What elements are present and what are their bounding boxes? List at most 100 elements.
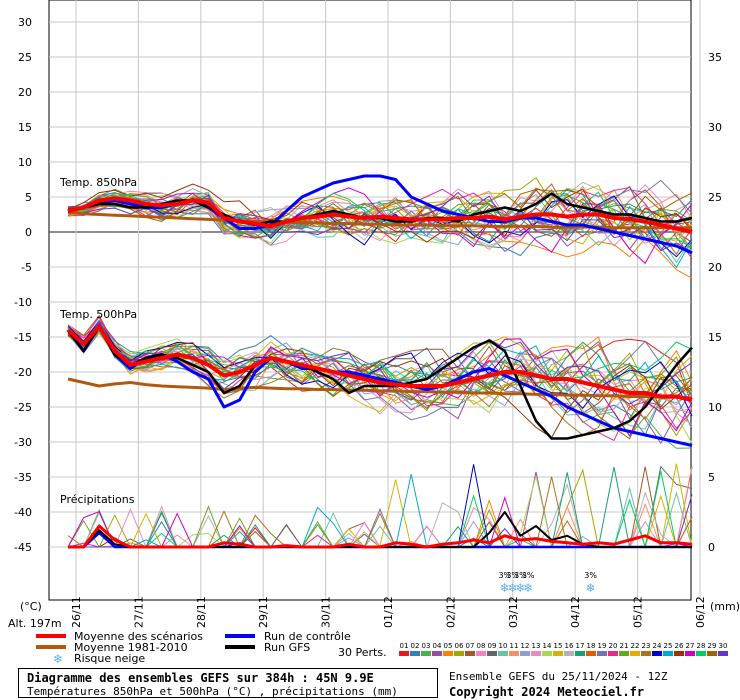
legend-member-swatch (498, 651, 508, 656)
x-date-label: 05/12 (632, 596, 645, 628)
x-date-label: 04/12 (569, 596, 582, 628)
chart-labels: Temp. 850hPa Temp. 500hPa Précipitations 3%… (59, 176, 597, 595)
legend-member-swatch (410, 651, 420, 656)
legend-member-number: 19 (598, 642, 607, 650)
main-series (66, 174, 693, 549)
left-tick-label: 25 (18, 51, 32, 64)
legend-member-swatch (564, 651, 574, 656)
legend-mean-label: Moyenne des scénarios (74, 630, 203, 643)
legend-member-number: 11 (510, 642, 519, 650)
t500-member-line (67, 324, 693, 439)
precip-label: Précipitations (60, 493, 135, 506)
legend-member-number: 03 (422, 642, 431, 650)
legend-member-number: 18 (587, 642, 596, 650)
t500-member-line (67, 329, 693, 411)
t500-member-line (67, 332, 693, 421)
left-tick-label: -5 (21, 261, 32, 274)
t500-control-line (66, 325, 693, 447)
legend-member-swatch (487, 651, 497, 656)
legend-member-number: 02 (411, 642, 420, 650)
snowflake-icon: ❄ (508, 581, 518, 595)
left-tick-label: 20 (18, 86, 32, 99)
legend-member-swatch (454, 651, 464, 656)
right-tick-label: 25 (708, 191, 722, 204)
x-date-label: 27/11 (132, 596, 145, 628)
legend-member-number: 10 (499, 642, 508, 650)
legend-member-number: 06 (455, 642, 464, 650)
snow-risk-percent: 3% (584, 571, 597, 580)
t850-member-line (67, 192, 693, 245)
right-tick-label: 15 (708, 331, 722, 344)
chart-grid (48, 0, 701, 601)
left-tick-label: -45 (14, 541, 32, 554)
snow-risk-percent: 3% (498, 571, 511, 580)
legend-member-number: 27 (686, 642, 695, 650)
right-tick-label: 20 (708, 261, 722, 274)
legend-member-swatch (531, 651, 541, 656)
legend-member-number: 04 (433, 642, 442, 650)
left-tick-label: 5 (25, 191, 32, 204)
altitude-label: Alt. 197m (8, 617, 62, 630)
x-date-label: 03/12 (507, 596, 520, 628)
legend-member-swatch (542, 651, 552, 656)
legend-snow-label: Risque neige (74, 652, 145, 665)
left-tick-label: -25 (14, 401, 32, 414)
legend-gfs-label: Run GFS (264, 641, 310, 654)
legend-member-number: 28 (697, 642, 706, 650)
x-date-label: 28/11 (195, 596, 208, 628)
footer-title-box: Diagramme des ensembles GEFS sur 384h : … (18, 668, 438, 698)
t850-member-line (67, 179, 693, 238)
t850-member-line (67, 187, 693, 256)
left-tick-label: -15 (14, 331, 32, 344)
left-tick-label: 0 (25, 226, 32, 239)
t500-member-line (67, 326, 693, 415)
legend-member-swatch (663, 651, 673, 656)
legend-member-number: 26 (675, 642, 684, 650)
legend-member-swatch (399, 651, 409, 656)
legend-member-number: 21 (620, 642, 629, 650)
legend-climatology-label: Moyenne 1981-2010 (74, 641, 188, 654)
legend-member-number: 15 (554, 642, 563, 650)
right-tick-label: 5 (708, 471, 715, 484)
right-tick-label: 0 (708, 541, 715, 554)
t500-label: Temp. 500hPa (59, 308, 137, 321)
x-date-label: 26/11 (70, 596, 83, 628)
legend-member-swatch (685, 651, 695, 656)
legend-member-swatch (520, 651, 530, 656)
legend-member-swatch (674, 651, 684, 656)
snow-risk-percent: 3% (506, 571, 519, 580)
legend-member-swatch (707, 651, 717, 656)
left-tick-label: -35 (14, 471, 32, 484)
legend-member-swatch (443, 651, 453, 656)
legend-member-swatch (465, 651, 475, 656)
t500-member-line (67, 320, 693, 397)
legend-member-number: 13 (532, 642, 541, 650)
legend-member-number: 01 (400, 642, 409, 650)
x-date-label: 06/12 (694, 596, 707, 628)
legend-member-swatch (696, 651, 706, 656)
t850-mean-line (67, 196, 693, 234)
snow-risk-percent: 3% (522, 571, 535, 580)
legend-member-number: 09 (488, 642, 497, 650)
snowflake-icon: ❄ (515, 581, 525, 595)
legend-member-number: 08 (477, 642, 486, 650)
left-tick-label: -20 (14, 366, 32, 379)
snowflake-icon: ❄ (53, 652, 63, 666)
legend-member-swatch (432, 651, 442, 656)
legend-member-number: 12 (521, 642, 530, 650)
legend-member-swatch (553, 651, 563, 656)
footer-title: Diagramme des ensembles GEFS sur 384h : … (27, 671, 374, 685)
legend-member-number: 07 (466, 642, 475, 650)
snowflake-icon: ❄ (586, 581, 596, 595)
t500-member-line (67, 324, 693, 402)
snowflake-icon: ❄ (523, 581, 533, 595)
t850-member-line (67, 187, 693, 265)
ensemble-chart: 302520151050-5-10-15-20-25-30-35-40-4575… (8, 0, 740, 666)
legend-member-swatch (652, 651, 662, 656)
left-tick-label: 30 (18, 16, 32, 29)
x-date-label: 29/11 (257, 596, 270, 628)
legend-member-swatch (509, 651, 519, 656)
legend-member-number: 29 (708, 642, 717, 650)
x-date-label: 30/11 (320, 596, 333, 628)
left-tick-label: -10 (14, 296, 32, 309)
